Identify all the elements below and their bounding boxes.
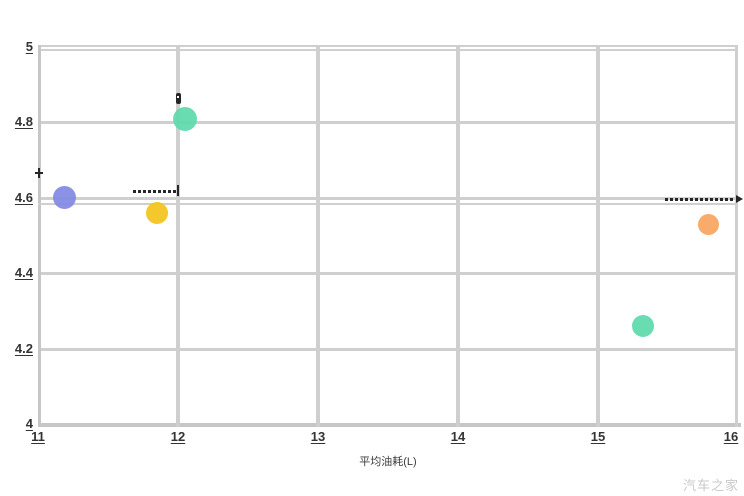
x-tick-label-14: 14 <box>450 429 466 444</box>
x-tick-label-16: 16 <box>723 429 739 444</box>
y-tick-label-5: 5 <box>25 39 33 54</box>
x-tick-label-15: 15 <box>590 429 606 444</box>
y-tick-label-4: 4 <box>25 416 33 431</box>
annotation-dashes-right <box>665 198 736 202</box>
gridline-x-13 <box>316 45 320 427</box>
x-tick-label-13: 13 <box>310 429 326 444</box>
bubble-mint-upper[interactable] <box>173 106 197 131</box>
y-tick-label-4.8: 4.8 <box>14 114 33 130</box>
bubble-mint-lower[interactable] <box>631 314 654 337</box>
annotation-dashes-left <box>133 190 177 194</box>
x-axis-title: 平均油耗(L) <box>359 456 417 468</box>
x-tick-label-12: 12 <box>170 429 186 444</box>
gridline-x-14 <box>456 45 460 427</box>
gridline-y-5 <box>38 45 738 47</box>
annotation-mini-marker-dot <box>177 95 179 98</box>
y-axis-line <box>38 45 41 427</box>
gridline-y-4.2 <box>38 347 738 351</box>
bubble-yellow[interactable] <box>146 201 168 224</box>
reference-line <box>38 203 738 206</box>
watermark-autohome: 汽车之家 <box>682 478 739 493</box>
y-tick-label-4.4: 4.4 <box>14 265 33 281</box>
annotation-dashes-right-arrow <box>736 195 744 204</box>
gridline-y-4.8 <box>38 121 738 125</box>
annotation-dashes-left-tick <box>176 185 179 197</box>
gridline-y-5-inner <box>38 49 738 51</box>
x-axis-line <box>38 423 741 427</box>
y-tick-label-4.2: 4.2 <box>14 340 33 356</box>
annotation-mini-marker <box>175 93 181 105</box>
gridline-x-12 <box>176 45 180 427</box>
gridline-x-16 <box>735 45 738 427</box>
gridline-y-4.4 <box>38 272 738 276</box>
gridline-y-4.6 <box>38 196 738 200</box>
annotation-plus-marker-h <box>35 171 44 174</box>
x-tick-label-11: 11 <box>31 429 45 444</box>
bubble-orange[interactable] <box>698 213 720 235</box>
gridline-x-15 <box>596 45 600 427</box>
bubble-blue[interactable] <box>53 186 77 210</box>
y-tick-label-4.6: 4.6 <box>14 189 33 205</box>
